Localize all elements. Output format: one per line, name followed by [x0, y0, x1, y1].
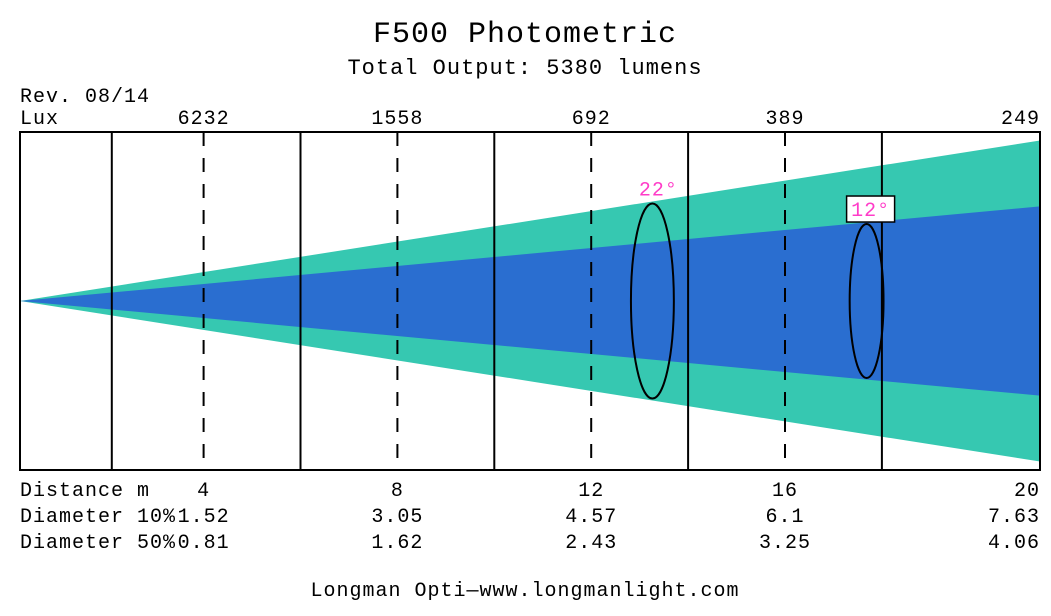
beam-angle-outer: 22° [639, 179, 678, 202]
footer-text: Longman Opti—www.longmanlight.com [310, 580, 739, 603]
distance-row-label: Distance m [20, 480, 150, 503]
distance-value: 4 [197, 480, 210, 503]
diam50-row-label: Diameter 50% [20, 532, 176, 555]
diam10-value: 4.57 [565, 506, 617, 529]
distance-value: 8 [391, 480, 404, 503]
lux-value: 389 [765, 108, 804, 131]
chart-title: F500 Photometric [373, 18, 677, 52]
lux-value: 6232 [178, 108, 230, 131]
lux-row-label: Lux [20, 108, 59, 131]
lux-value: 249 [1001, 108, 1040, 131]
diam10-value: 1.52 [178, 506, 230, 529]
chart-subtitle: Total Output: 5380 lumens [347, 56, 702, 81]
diam10-value: 7.63 [988, 506, 1040, 529]
diam50-value: 0.81 [178, 532, 230, 555]
revision-label: Rev. 08/14 [20, 86, 150, 109]
lux-value: 1558 [371, 108, 423, 131]
diam50-value: 1.62 [371, 532, 423, 555]
diam50-value: 3.25 [759, 532, 811, 555]
distance-value: 20 [1014, 480, 1040, 503]
diam50-value: 2.43 [565, 532, 617, 555]
diam10-row-label: Diameter 10% [20, 506, 176, 529]
diam10-value: 3.05 [371, 506, 423, 529]
photometric-chart: F500 Photometric Total Output: 5380 lumen… [0, 0, 1051, 616]
lux-value: 692 [572, 108, 611, 131]
distance-value: 16 [772, 480, 798, 503]
beam-angle-inner: 12° [851, 200, 890, 223]
distance-value: 12 [578, 480, 604, 503]
diam10-value: 6.1 [765, 506, 804, 529]
diam50-value: 4.06 [988, 532, 1040, 555]
